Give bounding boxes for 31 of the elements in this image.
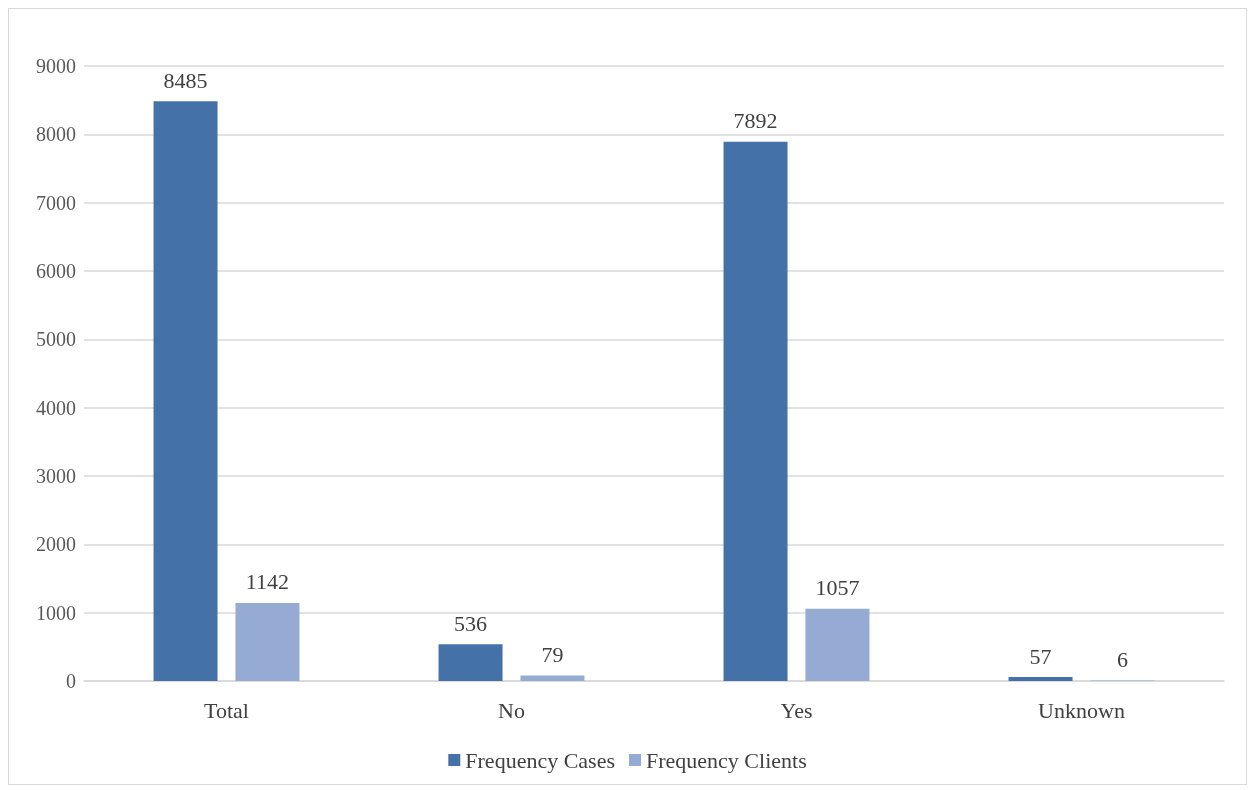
y-tick-label: 2000: [36, 533, 76, 556]
y-tick-label: 4000: [36, 396, 76, 419]
bar: [438, 644, 503, 681]
x-tick-label: Unknown: [1038, 697, 1125, 723]
y-tick-label: 6000: [36, 260, 76, 282]
bar: [723, 141, 788, 681]
y-tick-label: 9000: [36, 55, 76, 77]
data-label: 6: [1116, 647, 1128, 673]
data-label: 1142: [245, 569, 290, 595]
x-tick-label: Yes: [780, 697, 813, 723]
y-tick-label: 0: [66, 670, 76, 692]
legend-label: Frequency Clients: [645, 747, 807, 773]
bar: [520, 675, 585, 681]
data-label: 57: [1029, 643, 1052, 669]
legend-label: Frequency Cases: [465, 747, 615, 773]
bar: [235, 602, 300, 681]
x-tick-label: No: [498, 697, 525, 723]
data-label: 1057: [815, 575, 860, 601]
data-label: 7892: [733, 108, 778, 134]
y-tick-label: 8000: [36, 123, 76, 146]
y-tick-label: 1000: [36, 601, 76, 624]
bar: [1008, 677, 1073, 681]
data-label: 79: [541, 642, 564, 668]
x-tick-label: Total: [204, 697, 249, 723]
data-label: 536: [454, 610, 488, 636]
data-label: 8485: [163, 67, 208, 93]
bar: [153, 101, 218, 681]
bar: [805, 608, 870, 681]
y-tick-label: 3000: [36, 465, 76, 487]
y-tick-label: 7000: [36, 191, 76, 214]
y-tick-label: 5000: [36, 328, 76, 351]
